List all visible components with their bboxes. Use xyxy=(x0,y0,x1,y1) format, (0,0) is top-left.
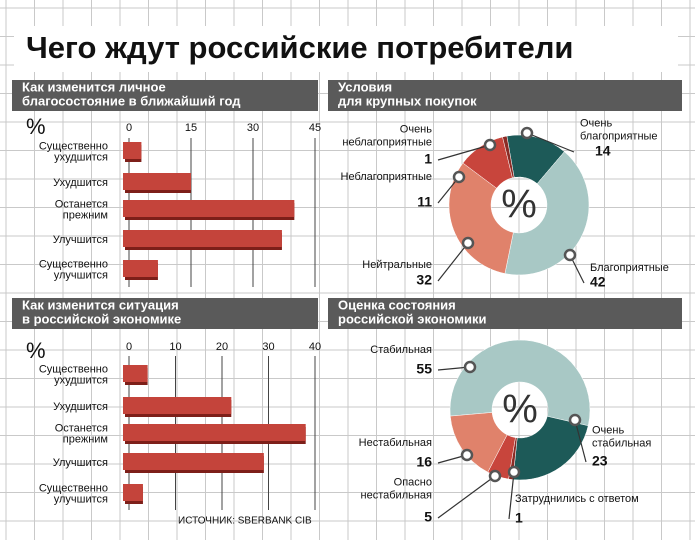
category-label: Улучшится xyxy=(53,234,108,246)
leader-dot xyxy=(461,236,475,250)
category-label: Ухудшится xyxy=(53,177,108,189)
value-label: 32 xyxy=(416,272,432,288)
unit-label: % xyxy=(26,114,46,139)
bar xyxy=(123,142,142,159)
category-label: Стабильная xyxy=(370,344,432,356)
category-label: Благоприятные xyxy=(590,262,669,274)
value-label: 42 xyxy=(590,274,606,290)
section-title: Как изменится ситуация в российской эконо… xyxy=(22,298,181,327)
category-label: Существенно ухудшится xyxy=(39,140,108,163)
leader-dot xyxy=(463,360,477,374)
bar xyxy=(123,453,264,470)
center-label: % xyxy=(501,183,537,227)
value-label: 1 xyxy=(515,510,523,526)
value-label: 1 xyxy=(424,151,432,167)
leader-line xyxy=(574,419,587,463)
value-label: 23 xyxy=(592,453,608,469)
x-tick-label: 0 xyxy=(126,122,132,134)
x-tick-label: 15 xyxy=(185,122,197,134)
category-label: Очень неблагоприятные xyxy=(342,123,432,148)
category-label: Очень стабильная xyxy=(592,424,651,449)
value-label: 14 xyxy=(595,143,611,159)
leader-dot xyxy=(563,248,577,262)
donut-segment xyxy=(449,339,591,427)
leader-line xyxy=(526,132,575,153)
category-label: Очень благоприятные xyxy=(580,117,658,142)
x-tick-label: 20 xyxy=(216,341,228,353)
category-label: Опасно нестабильная xyxy=(361,476,433,501)
category-label: Улучшится xyxy=(53,457,108,469)
bar xyxy=(123,260,158,277)
leader-line xyxy=(437,144,491,161)
value-label: 55 xyxy=(416,361,432,377)
donut-segment xyxy=(504,151,590,276)
leader-dot xyxy=(452,170,466,184)
leader-dot xyxy=(488,469,502,483)
section-header xyxy=(12,298,318,329)
leader-line xyxy=(437,475,496,519)
leader-dot xyxy=(568,413,582,427)
leader-line xyxy=(508,471,515,520)
center-label: % xyxy=(502,388,538,432)
bar xyxy=(123,230,282,247)
leader-dot xyxy=(460,448,474,462)
unit-label: % xyxy=(26,338,46,363)
title-box xyxy=(14,26,678,72)
value-label: 11 xyxy=(417,194,432,210)
main-title: Чего ждут российские потребители xyxy=(26,30,573,65)
category-label: Нейтральные xyxy=(362,259,432,271)
bar xyxy=(123,484,143,501)
section-header xyxy=(328,298,682,329)
leader-line xyxy=(437,242,469,282)
category-label: Существенно ухудшится xyxy=(39,363,108,386)
category-label: Затруднились с ответом xyxy=(515,493,639,505)
section-title: Условия для крупных покупок xyxy=(338,80,477,109)
x-tick-label: 0 xyxy=(126,341,132,353)
donut-segment xyxy=(512,415,589,481)
bar xyxy=(123,200,295,217)
section-header xyxy=(12,80,318,111)
bar xyxy=(123,173,191,190)
section-title: Как изменится личное благосостояние в бли… xyxy=(22,80,241,109)
section-title: Оценка состояния российской экономики xyxy=(338,298,486,327)
x-tick-label: 40 xyxy=(309,341,321,353)
bar xyxy=(123,424,306,441)
leader-dot xyxy=(483,138,497,152)
x-tick-label: 10 xyxy=(169,341,181,353)
x-tick-label: 30 xyxy=(262,341,274,353)
section-header xyxy=(328,80,682,111)
category-label: Существенно улучшится xyxy=(39,258,108,281)
donut-segment xyxy=(502,135,515,179)
category-label: Неблагоприятные xyxy=(341,171,432,183)
bar xyxy=(123,365,148,382)
donut-segment xyxy=(449,412,508,473)
x-tick-label: 30 xyxy=(247,122,259,134)
category-label: Останется прежним xyxy=(55,422,108,445)
leader-dot xyxy=(507,465,521,479)
category-label: Ухудшится xyxy=(53,401,108,413)
leader-dot xyxy=(520,126,534,140)
value-label: 5 xyxy=(424,509,432,525)
source: ИСТОЧНИК: SBERBANK CIB xyxy=(178,516,312,527)
category-label: Останется прежним xyxy=(55,198,108,221)
x-tick-label: 45 xyxy=(309,122,321,134)
category-label: Нестабильная xyxy=(359,437,432,449)
category-label: Существенно улучшится xyxy=(39,482,108,505)
value-label: 16 xyxy=(416,454,432,470)
bar xyxy=(123,397,232,414)
